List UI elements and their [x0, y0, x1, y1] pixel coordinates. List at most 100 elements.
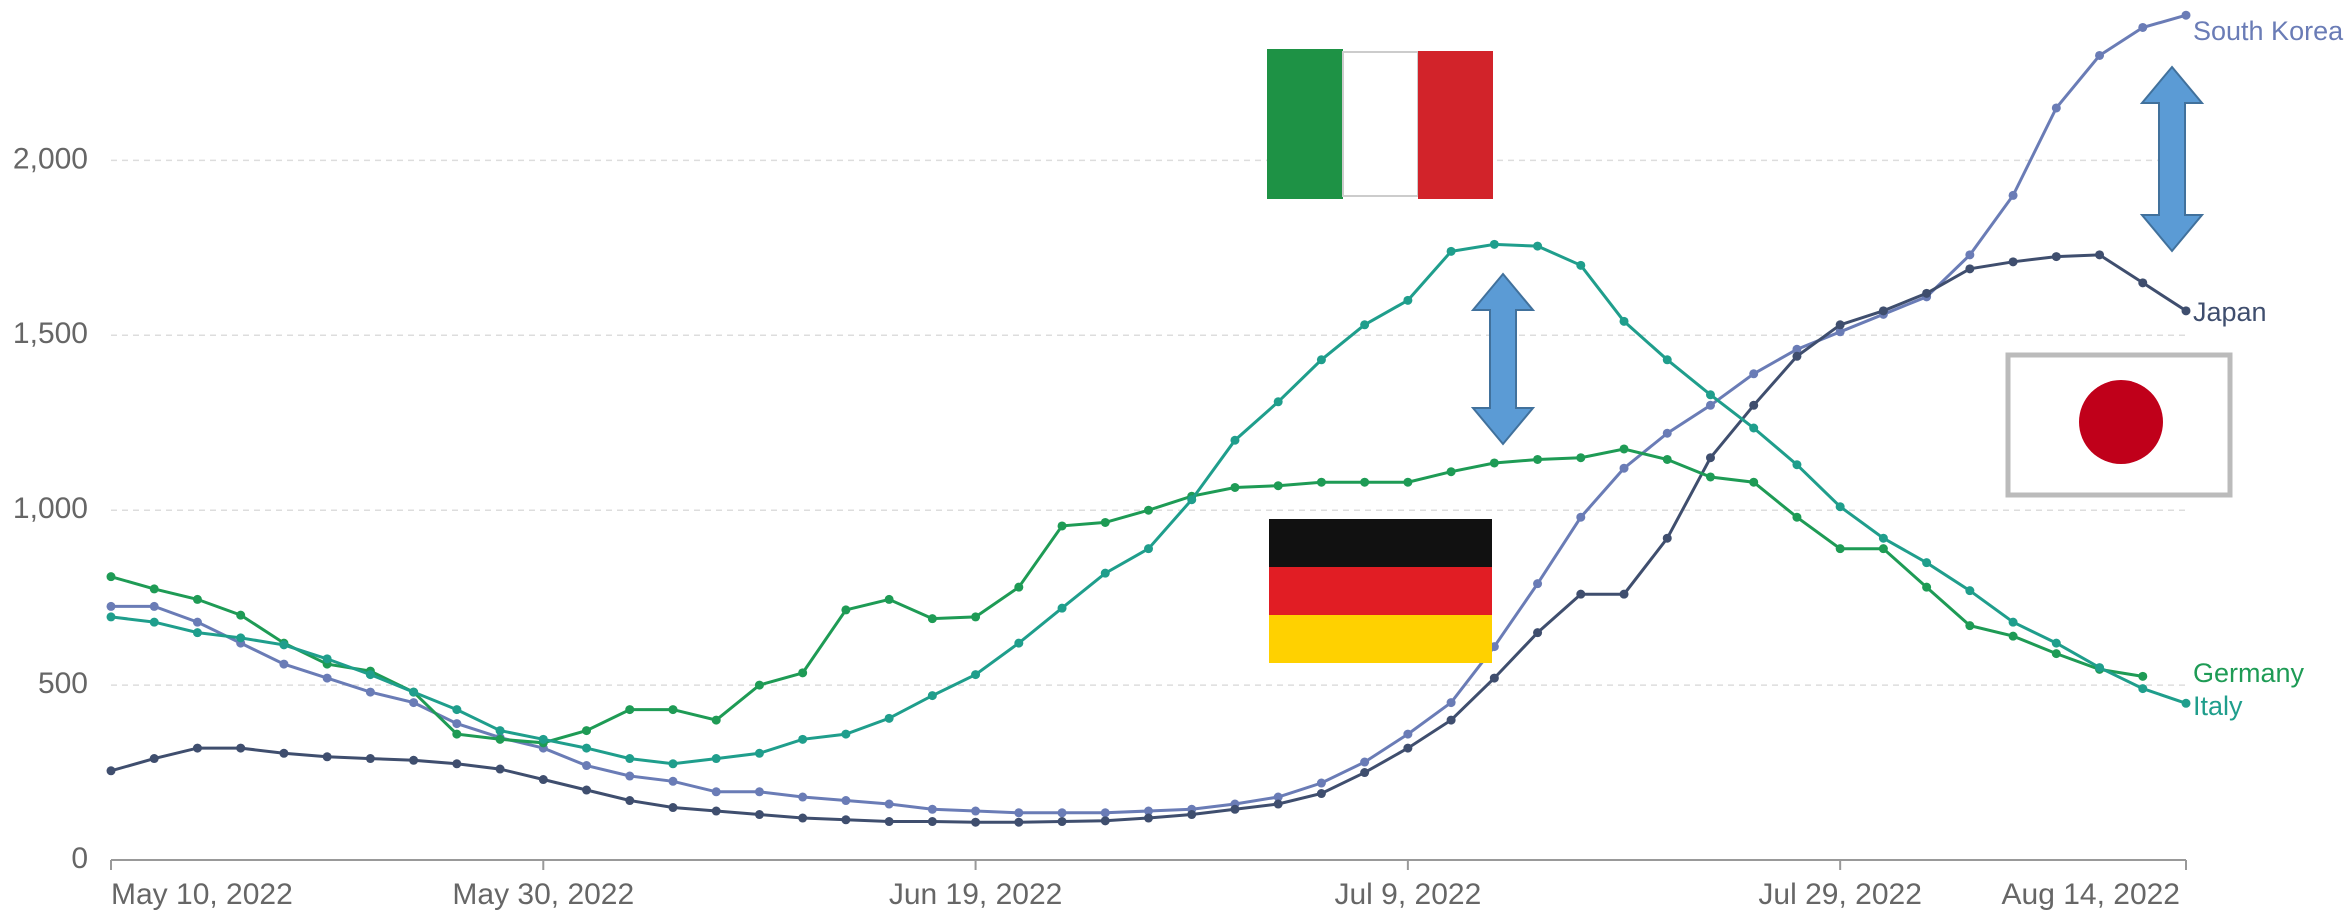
data-point — [582, 743, 592, 753]
data-point — [365, 670, 375, 680]
data-point — [668, 803, 678, 813]
data-point — [1489, 673, 1499, 683]
data-point — [1705, 453, 1715, 463]
data-point — [1014, 817, 1024, 827]
data-point — [971, 670, 981, 680]
germany-flag — [1269, 519, 1492, 663]
data-point — [1662, 355, 1672, 365]
data-point — [1100, 517, 1110, 527]
y-tick-label: 1,000 — [13, 492, 88, 525]
data-point — [1057, 603, 1067, 613]
data-point — [192, 628, 202, 638]
data-point — [1144, 806, 1153, 816]
x-tick-label: Jul 9, 2022 — [1334, 878, 1481, 911]
data-point — [1273, 799, 1283, 809]
double-arrow — [1470, 272, 1536, 446]
data-point — [1057, 808, 1067, 818]
series-label: Italy — [2193, 691, 2243, 721]
data-point — [409, 687, 419, 697]
data-point — [452, 719, 462, 729]
data-point — [1878, 533, 1888, 543]
data-point — [452, 729, 462, 739]
data-point — [1878, 306, 1888, 316]
data-point — [236, 610, 246, 620]
data-point — [582, 726, 592, 736]
x-tick-label: May 10, 2022 — [111, 878, 293, 911]
data-point — [1273, 397, 1283, 407]
data-point — [365, 754, 375, 764]
y-tick-label: 1,500 — [13, 317, 88, 350]
data-point — [625, 754, 635, 764]
data-point — [1749, 477, 1759, 487]
data-point — [149, 584, 159, 594]
data-point — [1533, 241, 1543, 251]
data-point — [2051, 252, 2061, 262]
data-point — [1922, 582, 1932, 592]
data-point — [798, 792, 808, 802]
data-point — [149, 617, 159, 627]
data-point — [2008, 631, 2018, 641]
y-tick-label: 0 — [71, 842, 88, 875]
data-point — [1533, 579, 1543, 589]
data-point — [1014, 808, 1024, 818]
data-point — [149, 754, 159, 764]
data-point — [2138, 684, 2148, 694]
data-point — [1619, 589, 1629, 599]
data-point — [1360, 477, 1370, 487]
data-point — [884, 817, 894, 827]
x-tick-label: Jul 29, 2022 — [1758, 878, 1921, 911]
data-point — [1446, 715, 1456, 725]
data-point — [711, 787, 721, 797]
double-arrow — [2139, 65, 2205, 253]
data-point — [2095, 50, 2105, 60]
data-point — [192, 743, 202, 753]
data-point — [1360, 757, 1370, 767]
data-point — [495, 734, 505, 744]
data-point — [1360, 320, 1370, 330]
data-point — [1316, 477, 1326, 487]
data-point — [236, 743, 246, 753]
data-point — [1360, 768, 1370, 778]
data-point — [1792, 344, 1802, 354]
data-point — [2181, 698, 2191, 708]
data-point — [1230, 435, 1240, 445]
data-point — [582, 761, 592, 771]
data-point — [106, 612, 116, 622]
data-point — [625, 771, 635, 781]
data-point — [1533, 628, 1543, 638]
italy-flag — [1267, 49, 1493, 199]
data-point — [2095, 250, 2105, 260]
data-point — [1273, 481, 1283, 491]
data-point — [1057, 521, 1067, 531]
data-point — [1273, 792, 1283, 802]
data-point — [409, 755, 419, 765]
data-point — [1965, 264, 1975, 274]
x-tick-label: Jun 19, 2022 — [889, 878, 1062, 911]
data-point — [452, 705, 462, 715]
data-point — [106, 572, 116, 582]
data-point — [1835, 320, 1845, 330]
data-point — [1057, 817, 1067, 827]
data-point — [754, 680, 764, 690]
data-point — [971, 806, 981, 816]
data-point — [106, 601, 116, 611]
data-point — [754, 810, 764, 820]
data-point — [625, 796, 635, 806]
data-point — [668, 776, 678, 786]
x-tick-label: May 30, 2022 — [452, 878, 634, 911]
data-point — [1576, 589, 1586, 599]
data-point — [365, 687, 375, 697]
data-point — [2138, 22, 2148, 32]
data-point — [279, 640, 289, 650]
data-point — [1316, 355, 1326, 365]
data-point — [927, 614, 937, 624]
data-point — [1403, 295, 1413, 305]
data-point — [668, 759, 678, 769]
data-point — [1316, 789, 1326, 799]
data-point — [1792, 351, 1802, 361]
data-point — [754, 748, 764, 758]
data-point — [1749, 423, 1759, 433]
data-point — [1705, 472, 1715, 482]
data-point — [754, 787, 764, 797]
data-point — [1230, 804, 1240, 814]
